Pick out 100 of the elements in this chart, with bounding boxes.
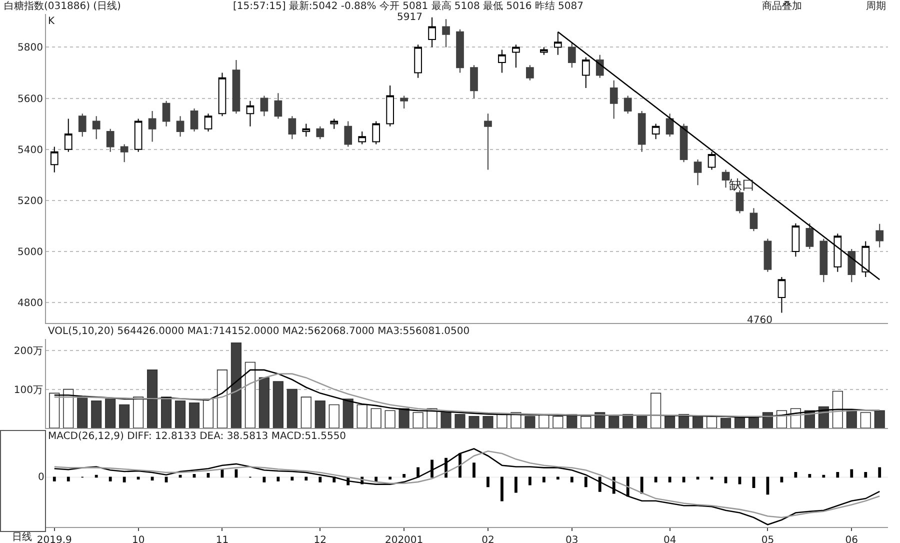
candlestick — [568, 42, 576, 68]
bar — [398, 408, 410, 428]
x-tick-label: 05 — [761, 535, 774, 543]
candlestick — [778, 276, 786, 314]
candlestick — [876, 223, 884, 248]
bar — [724, 476, 728, 484]
bar — [52, 476, 56, 482]
bar — [528, 476, 532, 486]
candlestick — [512, 44, 520, 68]
candlestick — [862, 240, 870, 278]
annotation: 缺口 — [729, 178, 755, 193]
x-tick-label: 202001 — [384, 535, 424, 543]
candlestick — [372, 120, 380, 145]
bar — [160, 396, 172, 428]
y-tick-label: 4800 — [18, 298, 43, 310]
bar — [682, 476, 686, 482]
candlestick — [218, 72, 226, 117]
bar — [864, 472, 868, 478]
y-tick-label: 5600 — [18, 94, 43, 105]
candlestick — [134, 118, 142, 152]
y-tick-label: 200万 — [14, 346, 43, 358]
bar — [482, 416, 494, 428]
candlestick — [414, 44, 422, 78]
bar — [258, 377, 270, 428]
candlestick — [792, 222, 800, 258]
candlestick — [400, 95, 408, 109]
bar — [878, 467, 882, 478]
x-tick-label: 2019.9 — [36, 535, 72, 543]
candlestick — [330, 118, 338, 130]
bar — [636, 416, 648, 428]
bar — [314, 400, 326, 428]
bar — [262, 476, 266, 482]
candlestick — [190, 108, 198, 132]
bar — [276, 476, 280, 482]
bar — [542, 476, 546, 482]
bar — [524, 416, 536, 428]
bar — [286, 388, 298, 428]
bar — [720, 418, 732, 428]
candlestick — [260, 95, 268, 117]
bar — [584, 476, 588, 488]
candlestick — [694, 159, 702, 186]
bar — [416, 467, 420, 478]
bar — [808, 474, 812, 478]
bar — [119, 404, 130, 428]
x-tick-label: 06 — [845, 535, 858, 543]
bar — [794, 472, 798, 478]
bar — [230, 342, 242, 428]
candlestick — [204, 113, 212, 132]
bar — [91, 400, 102, 428]
y-axis-title: K — [48, 16, 55, 27]
candlestick — [442, 18, 450, 48]
candlestick — [50, 146, 58, 173]
candlestick — [736, 190, 744, 214]
x-tick-label: 02 — [482, 535, 494, 543]
bar — [664, 416, 676, 428]
bar — [472, 462, 476, 478]
candlestick — [162, 100, 170, 127]
candlestick — [848, 248, 856, 283]
chart-subtitle: [15:57:15] 最新:5042 -0.88% 今开 5081 最高 5108 最低 5016 昨结 5087 — [233, 0, 584, 12]
bar — [836, 472, 840, 478]
bar — [122, 476, 126, 482]
candlestick — [484, 113, 492, 170]
text: 周期 — [866, 0, 886, 12]
candlestick — [386, 85, 394, 127]
chart-title: VOL(5,10,20) 564426.0000 MA1:714152.0000 MA2:562068.7000 MA3:556081.0500 — [48, 326, 470, 337]
bar — [342, 398, 354, 428]
bar — [290, 476, 294, 480]
bar — [458, 453, 462, 478]
bar — [454, 414, 466, 428]
candlestick — [64, 118, 72, 152]
candlestick — [232, 59, 240, 114]
y-tick-label: 5800 — [18, 42, 43, 54]
bar — [318, 476, 322, 482]
bar — [108, 476, 112, 482]
candlestick — [78, 113, 86, 138]
chart-title: 白糖指数(031886) (日线) — [4, 0, 122, 12]
candlestick — [834, 233, 842, 272]
bar — [150, 476, 154, 480]
bar — [850, 469, 854, 478]
bar — [66, 476, 70, 482]
candlestick — [316, 126, 324, 140]
x-tick-label: 10 — [132, 535, 145, 543]
bar — [640, 476, 644, 494]
candlestick — [722, 169, 730, 188]
ref-line-label: 0 — [38, 472, 44, 483]
candlestick — [148, 110, 156, 142]
candlestick — [638, 110, 646, 152]
candlestick — [540, 46, 548, 56]
bar — [77, 396, 88, 428]
bar — [304, 476, 308, 480]
candlestick — [456, 28, 464, 74]
candlestick — [92, 116, 100, 140]
candlestick — [610, 80, 618, 120]
candlestick — [750, 208, 758, 232]
bar — [430, 460, 434, 478]
bar — [105, 398, 116, 428]
bar — [514, 476, 518, 493]
y-tick-label: 5000 — [18, 247, 43, 258]
bar — [668, 476, 672, 482]
bar — [164, 476, 168, 482]
